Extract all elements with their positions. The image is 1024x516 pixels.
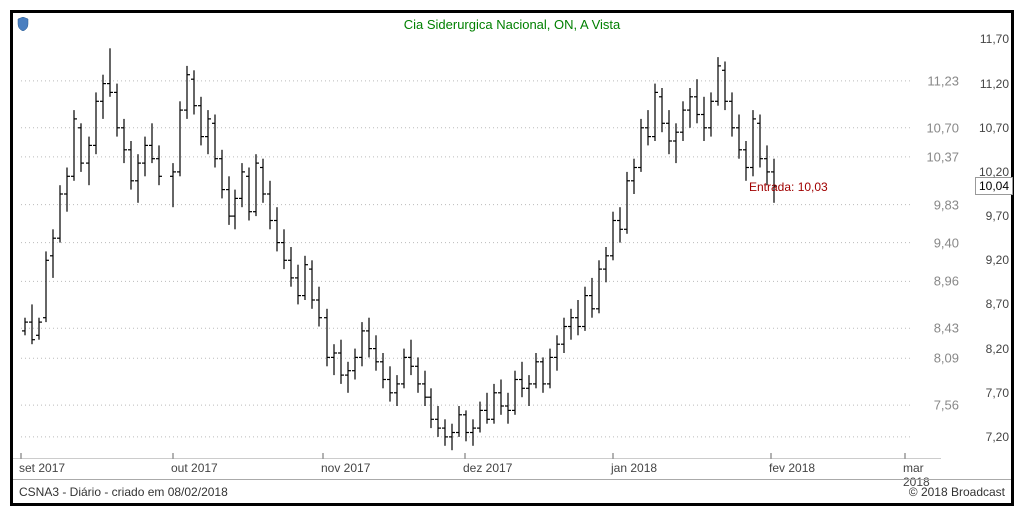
- x-axis: set 2017 out 2017 nov 2017 dez 2017 jan 2018…: [13, 459, 941, 479]
- price-level-label: 10,37: [926, 149, 959, 164]
- y-axis-label: 9,20: [986, 253, 1009, 267]
- price-level-label: 8,09: [934, 351, 959, 366]
- title-bar: Cia Siderurgica Nacional, ON, A Vista: [13, 13, 1011, 35]
- chart-title: Cia Siderurgica Nacional, ON, A Vista: [404, 17, 621, 32]
- x-axis-label: dez 2017: [463, 461, 512, 475]
- price-level-label: 7,56: [934, 398, 959, 413]
- x-axis-label: set 2017: [19, 461, 65, 475]
- price-level-label: 8,96: [934, 274, 959, 289]
- y-axis-right: 10,04 11,70 11,20 10,70 10,20 9,70 9,20 8,70 8,…: [965, 35, 1013, 459]
- footer-left: CSNA3 - Diário - criado em 08/02/2018: [19, 485, 228, 499]
- plot-area[interactable]: Entrada: 10,03: [13, 35, 941, 459]
- y-axis-label: 8,20: [986, 342, 1009, 356]
- price-level-label: 9,83: [934, 197, 959, 212]
- shield-icon: [17, 17, 29, 36]
- y-axis-label: 7,70: [986, 386, 1009, 400]
- x-axis-label: jan 2018: [611, 461, 657, 475]
- price-level-label: 8,43: [934, 321, 959, 336]
- price-level-label: 10,70: [926, 120, 959, 135]
- y-axis-label: 11,70: [980, 32, 1009, 46]
- y-axis-label: 8,70: [986, 297, 1009, 311]
- y-axis-label: 10,20: [979, 165, 1009, 179]
- price-level-label: 9,40: [934, 235, 959, 250]
- price-level-label: 11,23: [927, 73, 959, 88]
- x-axis-label: out 2017: [171, 461, 218, 475]
- plot-svg: [13, 35, 941, 459]
- y-axis-label: 9,70: [986, 209, 1009, 223]
- footer-right: © 2018 Broadcast: [909, 485, 1005, 499]
- y-axis-label: 11,20: [980, 77, 1009, 91]
- y-axis-label: 7,20: [986, 430, 1009, 444]
- price-levels: 11,23 10,70 10,37 9,83 9,40 8,96 8,43 8,09 7,56: [913, 35, 961, 459]
- x-axis-label: nov 2017: [321, 461, 370, 475]
- y-axis-label: 10,70: [979, 121, 1009, 135]
- x-axis-label: fev 2018: [769, 461, 815, 475]
- footer: CSNA3 - Diário - criado em 08/02/2018 © …: [13, 479, 1011, 503]
- current-price-label: 10,04: [975, 177, 1013, 195]
- chart-container: Cia Siderurgica Nacional, ON, A Vista En…: [10, 10, 1014, 506]
- entrada-label: Entrada: 10,03: [749, 180, 828, 194]
